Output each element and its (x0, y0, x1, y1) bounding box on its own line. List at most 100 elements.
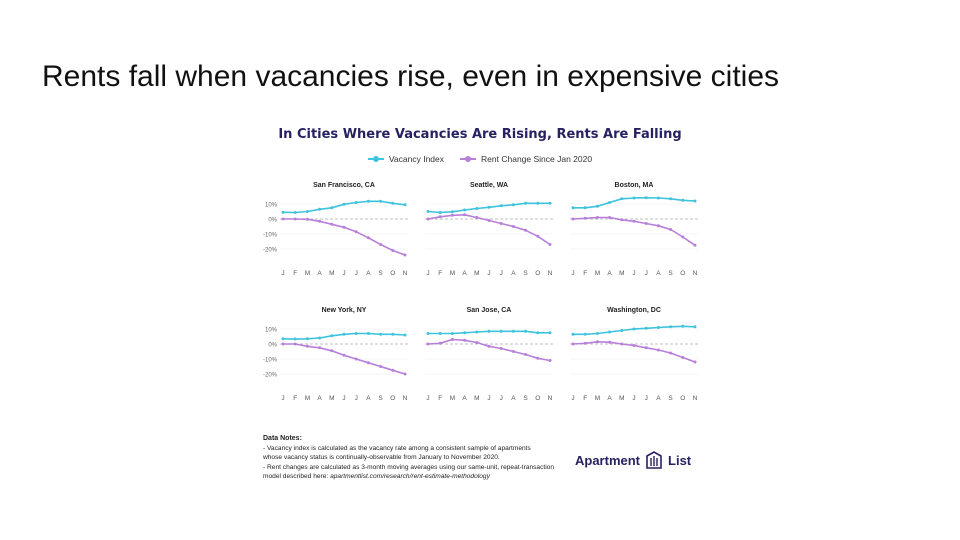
x-tick-label: J (500, 270, 503, 277)
vacancy-data-point (426, 332, 430, 335)
x-tick-label: F (438, 270, 442, 277)
x-tick-label: S (523, 395, 528, 402)
x-tick-label: F (438, 395, 442, 402)
vacancy-data-point (463, 208, 467, 212)
vacancy-data-point (330, 206, 334, 210)
rent-data-point (595, 340, 599, 344)
chart-figure: In Cities Where Vacancies Are Rising, Re… (255, 120, 705, 490)
notes-line-2: whose vacancy status is continually-obse… (263, 454, 500, 462)
rent-data-point (281, 342, 285, 346)
vacancy-data-point (305, 210, 309, 213)
vacancy-data-point (681, 198, 685, 202)
x-tick-label: O (390, 395, 395, 402)
x-tick-label: J (487, 395, 490, 402)
legend-item-vacancy: Vacancy Index (367, 154, 444, 164)
vacancy-data-point (379, 332, 383, 336)
vacancy-data-point (499, 329, 503, 333)
vacancy-data-point (632, 196, 636, 200)
vacancy-data-point (342, 332, 346, 336)
vacancy-data-point (620, 197, 624, 201)
x-tick-label: O (680, 395, 685, 402)
x-tick-label: O (535, 395, 540, 402)
vacancy-data-point (583, 332, 587, 336)
rent-data-point (475, 341, 479, 344)
rent-data-point (293, 217, 297, 221)
rent-data-point (293, 342, 297, 346)
rent-data-point (450, 338, 454, 341)
x-tick-label: N (548, 395, 553, 402)
vacancy-data-point (644, 196, 648, 200)
chart-legend: Vacancy Index Rent Change Since Jan 2020 (255, 154, 705, 164)
panel-title: Boston, MA (615, 182, 654, 189)
vacancy-data-point (438, 211, 442, 215)
x-tick-label: J (645, 395, 648, 402)
notes-line-4-prefix: model described here: (263, 472, 331, 480)
rent-data-point (330, 222, 334, 226)
rent-data-point (318, 346, 322, 350)
rent-data-point (403, 253, 407, 257)
rent-data-point (450, 213, 454, 217)
y-tick-label: -20% (263, 373, 278, 379)
x-tick-label: O (680, 270, 685, 277)
vacancy-data-point (608, 330, 612, 334)
chart-title: In Cities Where Vacancies Are Rising, Re… (278, 127, 682, 142)
rent-data-point (487, 219, 491, 222)
rent-data-point (511, 350, 515, 353)
rent-data-point (669, 228, 673, 231)
x-tick-label: S (378, 270, 383, 277)
rent-data-point (536, 356, 540, 360)
x-tick-label: M (305, 270, 310, 277)
x-tick-label: J (342, 395, 345, 402)
vacancy-data-point (669, 325, 673, 329)
vacancy-data-point (463, 331, 467, 335)
notes-heading: Data Notes: (263, 435, 302, 442)
panel-title: Seattle, WA (470, 182, 508, 189)
vacancy-data-point (583, 206, 587, 210)
rent-data-point (403, 372, 407, 376)
logo-text-left: Apartment (575, 452, 641, 468)
x-tick-label: S (668, 270, 673, 277)
vacancy-data-point (475, 330, 479, 334)
x-tick-label: A (366, 270, 371, 277)
apartment-list-logo: Apartment List (575, 450, 691, 470)
rent-data-point (548, 359, 552, 362)
rent-data-point (644, 222, 648, 225)
x-tick-label: N (548, 270, 553, 277)
rent-data-point (620, 218, 624, 222)
notes-line-3: - Rent changes are calculated as 3-month… (263, 463, 555, 471)
x-tick-label: A (656, 270, 661, 277)
vacancy-data-point (305, 337, 309, 341)
rent-data-point (354, 230, 358, 234)
rent-data-point (426, 342, 430, 346)
notes-methodology-link[interactable]: apartmentlist.com/research/rent-estimate… (330, 472, 490, 480)
legend-item-rent: Rent Change Since Jan 2020 (460, 154, 592, 164)
x-tick-label: A (511, 395, 516, 402)
vacancy-data-point (524, 329, 528, 333)
rent-data-point (693, 360, 697, 364)
x-tick-label: F (583, 270, 587, 277)
y-tick-label: 10% (265, 203, 278, 209)
x-tick-label: F (293, 270, 297, 277)
vacancy-data-point (499, 204, 503, 208)
vacancy-data-point (536, 331, 540, 335)
rent-series-line (283, 218, 406, 256)
y-tick-label: 0% (268, 343, 277, 349)
vacancy-data-point (403, 333, 407, 337)
rent-data-point (342, 225, 346, 229)
notes-line-1: - Vacancy index is calculated as the vac… (263, 445, 531, 453)
vacancy-data-point (487, 205, 491, 209)
x-tick-label: N (403, 395, 408, 402)
x-tick-label: N (403, 270, 408, 277)
panel-title: San Jose, CA (467, 307, 512, 314)
vacancy-data-point (632, 327, 636, 331)
rent-data-point (379, 243, 383, 246)
vacancy-data-point (438, 332, 442, 335)
vacancy-data-point (511, 329, 515, 333)
vacancy-data-point (656, 326, 660, 329)
rent-data-point (536, 234, 540, 238)
legend-swatch-rent (460, 156, 477, 162)
rent-data-point (681, 356, 685, 359)
rent-data-point (524, 353, 528, 356)
vacancy-data-point (318, 336, 322, 340)
